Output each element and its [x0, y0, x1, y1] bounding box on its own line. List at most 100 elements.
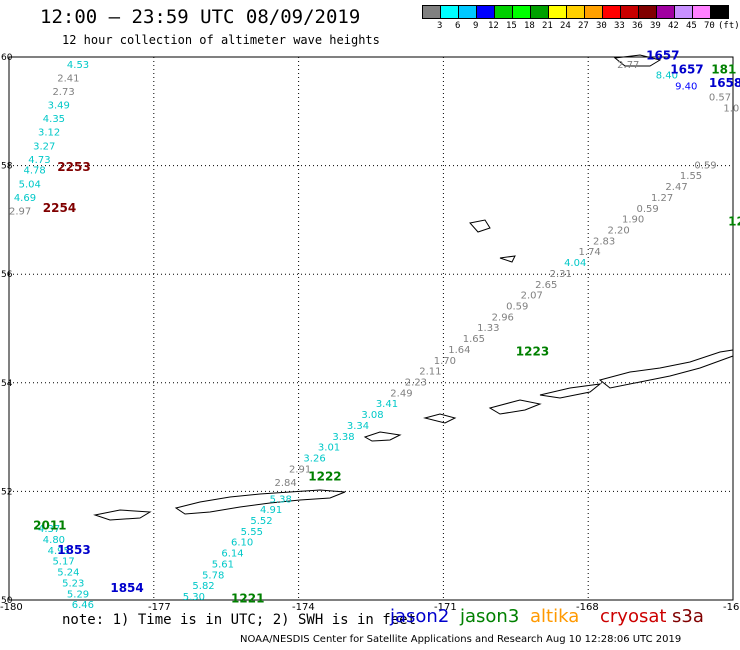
data-point-value: 5.29 [67, 589, 89, 600]
color-scale-label: 30 [596, 21, 607, 31]
data-point-value: 0.59 [636, 204, 658, 215]
data-point-value: 2.11 [419, 367, 441, 378]
coastline-shape [93, 509, 152, 521]
color-scale-label: 36 [632, 21, 643, 31]
legend-item-jason3: jason3 [460, 606, 520, 627]
legend-item-altika: altika [530, 606, 580, 627]
data-point-value: 1.64 [448, 345, 470, 356]
color-scale-bar [422, 5, 729, 20]
data-point-value: 2.31 [550, 269, 572, 280]
track-time-label: 2254 [43, 201, 76, 215]
data-point-value: 0.59 [506, 301, 528, 312]
track-time-label: 181 [711, 62, 736, 76]
data-point-value: 2.41 [57, 73, 79, 84]
data-point-value: 3.12 [38, 128, 60, 139]
data-point-value: 4.91 [260, 505, 282, 516]
data-point-value: 2.96 [492, 312, 514, 323]
coastline-shape [488, 399, 542, 415]
color-scale-labels: 3 6 9 12 15 18 21 24 27 30 33 36 39 42 45 70 (ft) [422, 21, 740, 35]
color-scale-label: 45 [686, 21, 697, 31]
data-point-value: 2.83 [593, 236, 615, 247]
data-point-value: 4.95 [48, 546, 70, 557]
data-point-value: 4.80 [43, 535, 65, 546]
color-scale-cell [710, 5, 729, 19]
color-scale-label: 33 [614, 21, 625, 31]
color-scale-label: 24 [560, 21, 571, 31]
data-point-value: 3.27 [33, 141, 55, 152]
data-point-value: 1.70 [434, 356, 456, 367]
color-scale-cell [530, 5, 549, 19]
color-scale-label: 70 [704, 21, 715, 31]
track-time-label: 1658 [709, 76, 740, 90]
coastline-shape [613, 54, 662, 67]
x-tick-label: -171 [434, 602, 457, 613]
data-point-value: 5.04 [19, 179, 41, 190]
color-scale-label: 3 [437, 21, 443, 31]
color-scale-cell [458, 5, 477, 19]
color-scale-cell [494, 5, 513, 19]
track-time-label: 1223 [516, 345, 549, 359]
color-scale-cell [512, 5, 531, 19]
data-point-value: 3.38 [332, 432, 354, 443]
data-point-value: 4.53 [67, 60, 89, 71]
data-point-value: 6.14 [221, 549, 243, 560]
data-point-value: 3.26 [303, 454, 325, 465]
color-scale-cell [476, 5, 495, 19]
color-scale-cell [602, 5, 621, 19]
coastline-shape [423, 413, 457, 424]
color-scale-label: 9 [473, 21, 479, 31]
data-point-value: 0.59 [694, 160, 716, 171]
legend-item-s3a: s3a [672, 606, 704, 627]
x-tick-label: -16 [723, 602, 740, 613]
data-point-value: 1.0 [723, 103, 739, 114]
data-point-value: 0.57 [709, 92, 731, 103]
coastline-shape [598, 349, 734, 389]
data-point-value: 2.20 [608, 225, 630, 236]
data-point-value: 5.52 [250, 516, 272, 527]
data-point-value: 3.01 [318, 443, 340, 454]
legend-item-jason2: jason2 [390, 606, 450, 627]
data-point-value: 4.04 [564, 258, 586, 269]
data-point-value: 6.10 [231, 538, 253, 549]
y-tick-label: 58 [1, 162, 13, 172]
data-point-value: 4.73 [28, 155, 50, 166]
y-tick-label: 60 [1, 53, 13, 63]
data-point-value: 9.40 [675, 82, 697, 93]
data-point-value: 4.78 [23, 166, 45, 177]
color-scale-cell [638, 5, 657, 19]
track-time-label: 1853 [57, 543, 90, 557]
y-tick-label: 56 [1, 270, 13, 280]
track-time-label: 1657 [670, 62, 703, 76]
altimeter-map-chart: 60 58 56 54 52 50 4.53 2.41 2.73 3.49 4.35 3.12 3.27… [1, 50, 740, 610]
color-scale-label: 18 [524, 21, 535, 31]
color-scale-label: 15 [506, 21, 517, 31]
data-point-value: 5.24 [57, 568, 79, 579]
color-scale-cell [422, 5, 441, 19]
data-point-value: 6.46 [72, 600, 94, 610]
color-scale-cell [656, 5, 675, 19]
color-scale-label: 39 [650, 21, 661, 31]
x-tick-label: -174 [292, 602, 315, 613]
data-point-value: 1.90 [622, 215, 644, 226]
color-scale-label: 42 [668, 21, 679, 31]
coastline-shape [499, 255, 516, 263]
coastline-shape [469, 219, 491, 233]
x-tick-label: -168 [576, 602, 599, 613]
color-scale-cell [620, 5, 639, 19]
data-point-value: 4.69 [14, 193, 36, 204]
data-point-value: 3.41 [376, 399, 398, 410]
color-scale-cell [584, 5, 603, 19]
data-point-value: 4.35 [43, 114, 65, 125]
data-point-value: 2.73 [52, 87, 74, 98]
data-point-value: 2.49 [390, 388, 412, 399]
data-point-value: 2.07 [521, 291, 543, 302]
color-scale-cell [566, 5, 585, 19]
data-point-value: 2.23 [405, 378, 427, 389]
color-scale-label: 27 [578, 21, 589, 31]
color-scale-cell [674, 5, 693, 19]
data-point-value: 1.74 [579, 247, 601, 258]
data-point-value: 2.47 [665, 182, 687, 193]
color-scale-cell [548, 5, 567, 19]
data-point-value: 5.30 [183, 592, 205, 603]
track-time-label: 1221 [231, 592, 264, 606]
